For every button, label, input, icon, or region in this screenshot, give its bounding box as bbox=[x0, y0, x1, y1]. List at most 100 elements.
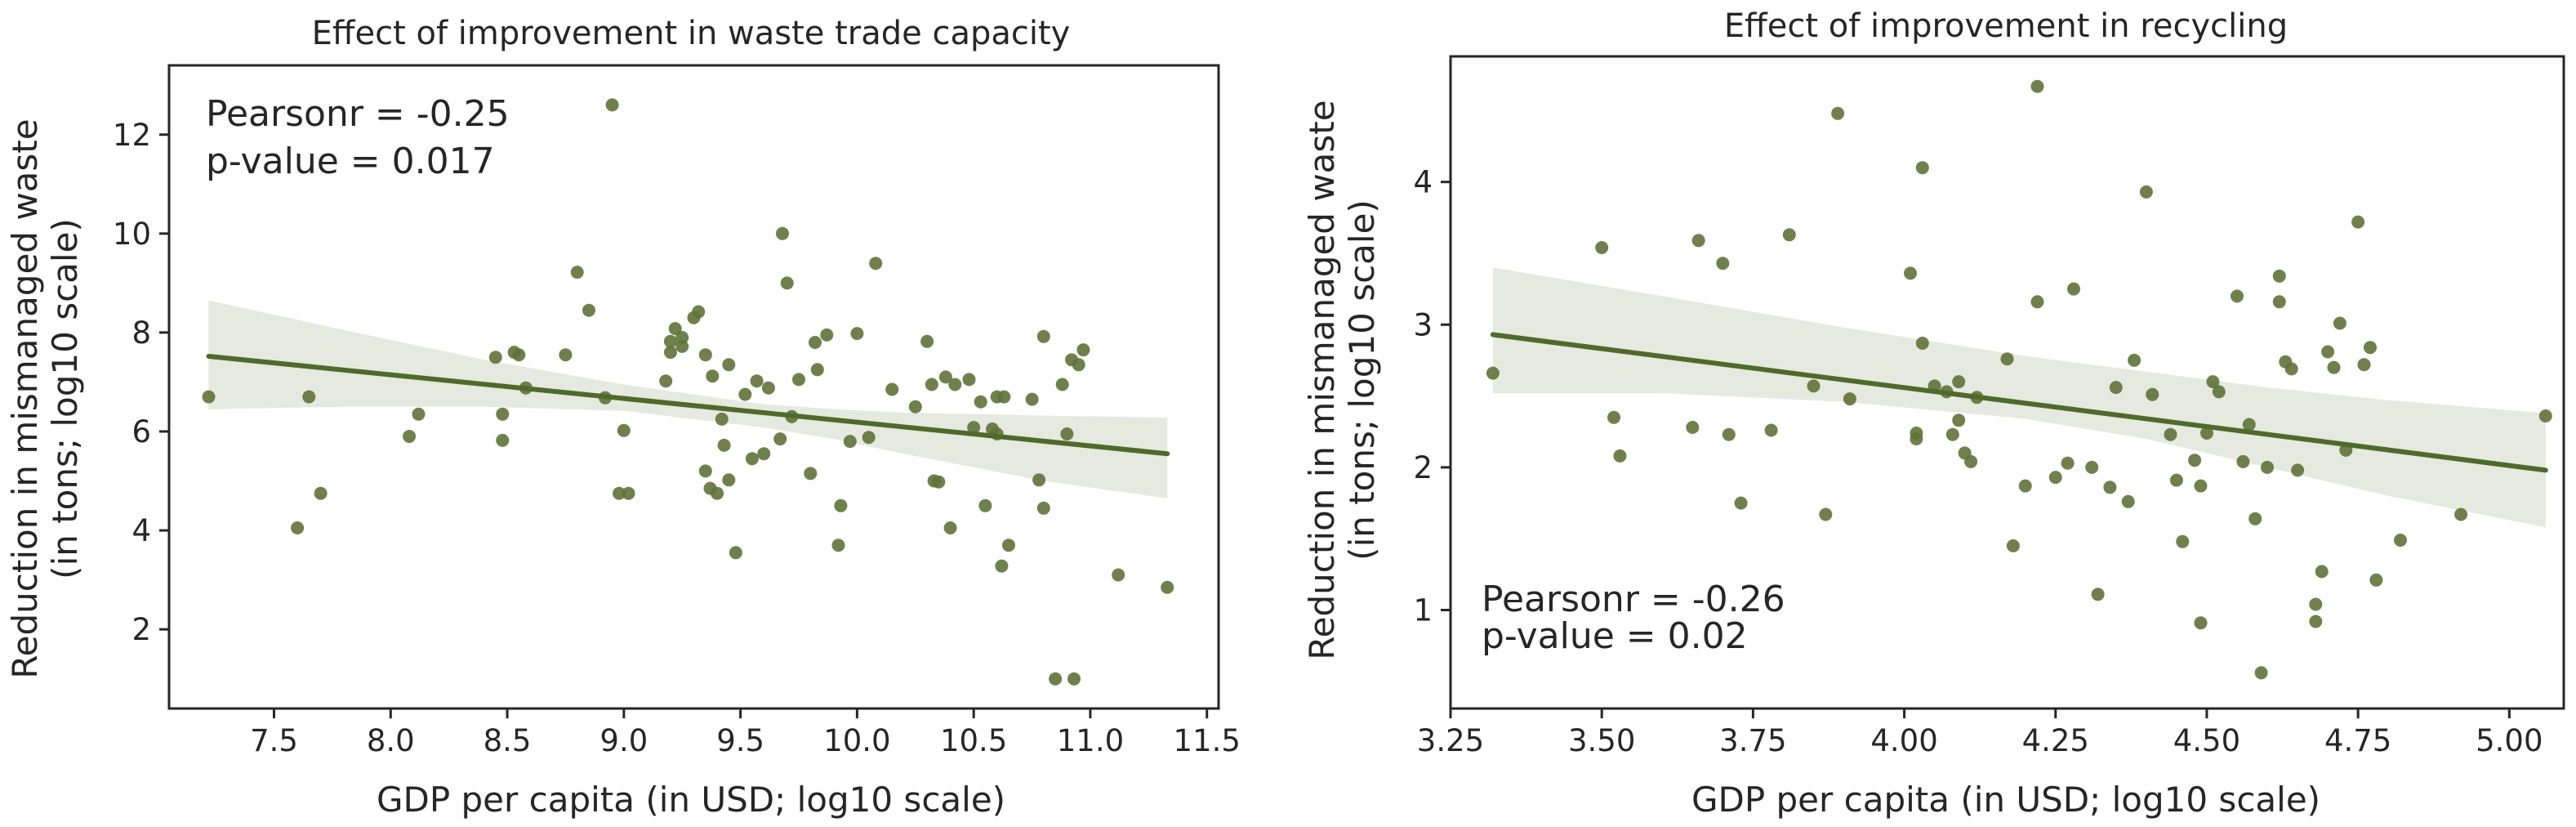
y-axis-label-line-1: Reduction in mismanaged waste bbox=[1302, 100, 1342, 659]
scatter-point bbox=[663, 346, 677, 360]
x-tick-label: 10.5 bbox=[940, 723, 1007, 758]
scatter-point bbox=[2327, 360, 2341, 374]
scatter-point bbox=[850, 327, 864, 341]
scatter-point bbox=[2236, 454, 2250, 468]
scatter-point bbox=[2333, 316, 2346, 330]
scatter-point bbox=[663, 334, 677, 348]
regression-line-layer bbox=[206, 353, 1170, 457]
scatter-point bbox=[722, 473, 736, 487]
scatter-point bbox=[1607, 410, 1620, 424]
y-tick-label: 12 bbox=[113, 118, 151, 153]
scatter-point bbox=[2169, 473, 2183, 487]
scatter-point bbox=[2121, 494, 2135, 508]
scatter-point bbox=[2128, 353, 2141, 367]
scatter-point bbox=[1782, 228, 1796, 242]
scatter-point bbox=[291, 521, 305, 534]
scatter-point bbox=[403, 430, 417, 443]
scatter-point bbox=[698, 348, 712, 362]
x-tick-label: 8.5 bbox=[484, 723, 532, 758]
regression-line-layer bbox=[1490, 332, 2548, 473]
x-tick-label: 4.00 bbox=[1870, 723, 1937, 758]
scatter-point bbox=[862, 431, 876, 445]
x-axis-label: GDP per capita (in USD; log10 scale) bbox=[1691, 780, 2320, 820]
scatter-point bbox=[1952, 375, 1966, 389]
scatter-point bbox=[1613, 449, 1627, 463]
scatter-point bbox=[1819, 507, 1833, 521]
scatter-point bbox=[995, 559, 1009, 573]
scatter-point bbox=[2188, 454, 2202, 467]
confidence-band bbox=[208, 300, 1168, 498]
y-tick-label: 4 bbox=[131, 513, 151, 548]
y-tick-label: 1 bbox=[1413, 593, 1433, 628]
scatter-point bbox=[948, 378, 962, 391]
scatter-point bbox=[2194, 616, 2208, 630]
scatter-point bbox=[831, 539, 845, 552]
scatter-point bbox=[622, 486, 635, 500]
scatter-point bbox=[2109, 381, 2123, 395]
scatter-point bbox=[2146, 387, 2159, 401]
plot-frame bbox=[1449, 55, 2565, 710]
scatter-point bbox=[974, 395, 987, 409]
scatter-point bbox=[2164, 427, 2177, 441]
x-tick-label: 11.5 bbox=[1174, 723, 1241, 758]
scatter-point bbox=[1831, 106, 1845, 120]
scatter-point bbox=[715, 412, 729, 426]
scatter-point bbox=[717, 438, 731, 452]
scatter-point bbox=[1112, 568, 1125, 582]
y-axis-label-line-1: Reduction in mismanaged waste bbox=[5, 118, 45, 678]
scatter-point bbox=[843, 435, 857, 449]
scatter-point bbox=[692, 305, 706, 319]
scatter-point bbox=[2085, 460, 2099, 474]
scatter-point bbox=[2538, 409, 2552, 422]
panel-title: Effect of improvement in recycling bbox=[1724, 7, 2288, 45]
scatter-point bbox=[706, 369, 720, 383]
scatter-point bbox=[2254, 666, 2268, 680]
scatter-point bbox=[2272, 269, 2286, 283]
scatter-point bbox=[2351, 215, 2365, 229]
scatter-point bbox=[1952, 414, 1966, 427]
scatter-point bbox=[1036, 329, 1050, 343]
scatter-point bbox=[1964, 454, 1978, 468]
scatter-point bbox=[1002, 539, 1015, 552]
scatter-point bbox=[997, 390, 1011, 404]
scatter-point bbox=[698, 464, 712, 478]
scatter-point bbox=[1904, 266, 1917, 280]
y-axis-label-line-2: (in tons; log10 scale) bbox=[45, 218, 85, 579]
scatter-point bbox=[1025, 392, 1039, 406]
scatter-point bbox=[1915, 337, 1929, 350]
scatter-point bbox=[1915, 161, 1929, 175]
scatter-point bbox=[729, 546, 742, 560]
scatter-point bbox=[711, 486, 724, 500]
scatter-point bbox=[659, 374, 673, 388]
y-tick-label: 3 bbox=[1413, 307, 1433, 342]
scatter-point bbox=[2454, 507, 2468, 521]
x-tick-label: 10.0 bbox=[823, 723, 890, 758]
scatter-point bbox=[2364, 341, 2377, 355]
scatter-point bbox=[834, 498, 848, 512]
scatter-point bbox=[2291, 463, 2305, 477]
scatter-point bbox=[488, 351, 502, 364]
scatter-point bbox=[1049, 672, 1063, 686]
scatter-point bbox=[1060, 427, 1074, 440]
p-value-annotation: p-value = 0.017 bbox=[206, 141, 495, 182]
scatter-point bbox=[757, 447, 771, 461]
y-tick-label: 8 bbox=[131, 315, 151, 351]
scatter-point bbox=[582, 303, 595, 317]
scatter-point bbox=[978, 498, 992, 512]
x-tick-label: 11.0 bbox=[1057, 723, 1124, 758]
scatter-point bbox=[810, 363, 824, 377]
scatter-point bbox=[412, 407, 426, 421]
scatter-point bbox=[1716, 257, 1730, 270]
x-tick-label: 3.25 bbox=[1417, 723, 1484, 758]
x-tick-label: 4.75 bbox=[2324, 723, 2391, 758]
scatter-point bbox=[2006, 539, 2020, 552]
scatter-point bbox=[967, 421, 981, 435]
pearson-annotation: Pearsonr = -0.26 bbox=[1482, 579, 1785, 620]
scatter-point bbox=[2309, 597, 2323, 611]
regression-line bbox=[1490, 332, 2548, 473]
scatter-point bbox=[885, 382, 899, 396]
scatter-point bbox=[2194, 479, 2208, 493]
scatter-point bbox=[745, 452, 759, 466]
scatter-point bbox=[2369, 573, 2383, 587]
